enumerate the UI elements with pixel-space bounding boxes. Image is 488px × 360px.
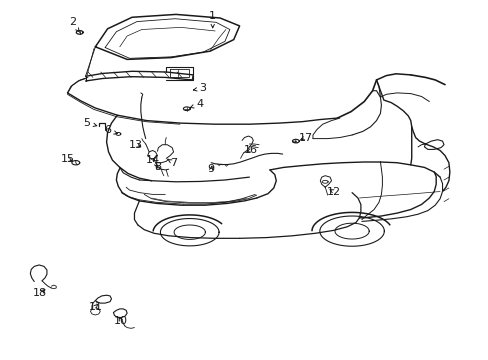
Text: 10: 10	[114, 316, 128, 326]
Text: 12: 12	[326, 186, 340, 197]
Text: 9: 9	[207, 164, 214, 174]
Text: 17: 17	[298, 132, 312, 143]
Text: 4: 4	[190, 99, 203, 109]
Text: 15: 15	[61, 154, 74, 164]
Text: 18: 18	[33, 288, 47, 298]
Text: 14: 14	[145, 155, 159, 165]
Text: 3: 3	[193, 83, 206, 93]
Text: 13: 13	[129, 140, 142, 150]
Text: 5: 5	[83, 118, 97, 128]
Text: 7: 7	[167, 158, 177, 168]
Text: 1: 1	[209, 11, 216, 28]
Text: 6: 6	[104, 125, 117, 135]
Text: 2: 2	[69, 17, 80, 32]
Text: 16: 16	[243, 145, 257, 156]
Text: 8: 8	[154, 162, 161, 172]
Text: 11: 11	[88, 302, 102, 312]
